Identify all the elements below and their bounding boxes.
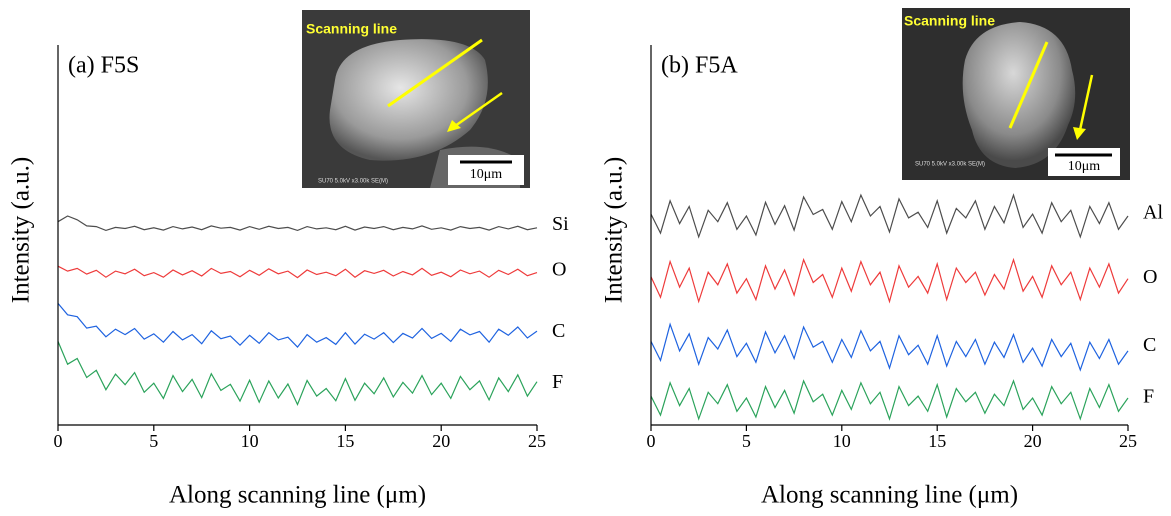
y-axis-title: Intensity (a.u.)	[8, 157, 35, 303]
series-label: O	[1143, 266, 1157, 288]
inset-b: Scanning line 10μm SU70 5.0kV x3.00k SE(…	[902, 8, 1130, 180]
x-tick-label: 20	[432, 431, 450, 451]
series-label: C	[552, 320, 565, 342]
inset-title: Scanning line	[904, 13, 995, 29]
x-tick-label: 20	[1024, 431, 1042, 451]
series-line	[651, 260, 1128, 302]
x-axis-title: Along scanning line (μm)	[169, 482, 426, 509]
series-line	[651, 195, 1128, 237]
inset-caption: SU70 5.0kV x3.00k SE(M)	[318, 179, 388, 185]
series-label: Si	[552, 213, 569, 235]
x-tick-label: 5	[742, 431, 751, 451]
x-tick-label: 15	[336, 431, 354, 451]
x-tick-label: 15	[928, 431, 946, 451]
series-label: Al	[1143, 201, 1163, 223]
scale-label: 10μm	[1068, 159, 1101, 174]
inset-caption: SU70 5.0kV x3.00k SE(M)	[915, 162, 985, 168]
x-tick-label: 0	[54, 431, 63, 451]
scale-label: 10μm	[470, 167, 503, 182]
series-line	[58, 341, 537, 404]
y-axis-title: Intensity (a.u.)	[601, 157, 628, 303]
series-label: F	[552, 371, 563, 393]
x-tick-label: 10	[833, 431, 851, 451]
inset-a: Scanning line 10μm SU70 5.0kV x3.00k SE(…	[302, 10, 530, 188]
x-tick-label: 25	[1119, 431, 1137, 451]
x-tick-label: 5	[149, 431, 158, 451]
inset-title: Scanning line	[306, 21, 397, 37]
panel-title: (a) F5S	[68, 53, 139, 79]
series-line	[651, 381, 1128, 419]
series-label: C	[1143, 334, 1156, 356]
series-label: F	[1143, 385, 1154, 407]
series-label: O	[552, 258, 566, 280]
x-axis-title: Along scanning line (μm)	[761, 482, 1018, 509]
x-tick-label: 0	[647, 431, 656, 451]
series-line	[58, 266, 537, 277]
figure: Al O C F 0 5 10 15 20 25 Along scanning line (μm) I…	[0, 0, 1171, 516]
series-line	[651, 324, 1128, 370]
series-line	[58, 303, 537, 347]
x-tick-label: 25	[528, 431, 546, 451]
x-tick-label: 10	[241, 431, 259, 451]
panel-title: (b) F5A	[661, 53, 738, 79]
series-line	[58, 216, 537, 230]
